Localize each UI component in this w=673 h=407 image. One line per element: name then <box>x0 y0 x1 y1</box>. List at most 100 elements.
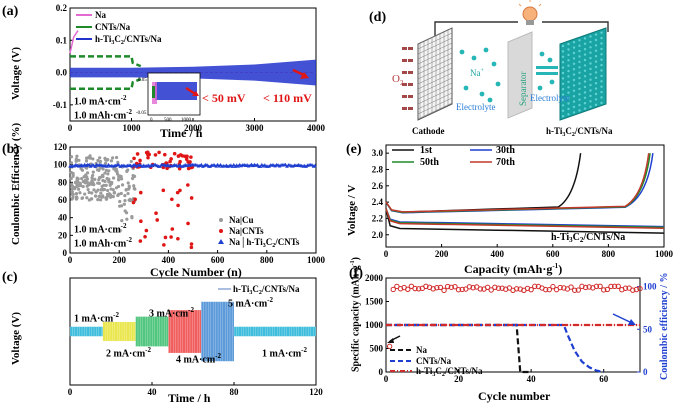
point-f-efficiency <box>571 287 578 293</box>
anode-particle <box>589 105 592 108</box>
point-b-cnts <box>138 158 142 163</box>
point-f-efficiency <box>557 284 563 291</box>
point-b-cnts <box>172 151 177 156</box>
point-b-nacu <box>69 161 74 165</box>
point-f-efficiency <box>484 284 491 290</box>
point-b-cnts <box>169 235 173 239</box>
point-b-nacu <box>123 198 127 203</box>
point-b-nacu <box>119 174 123 179</box>
point-f-efficiency <box>386 343 393 350</box>
anode-particle <box>561 98 565 102</box>
point-b-nacu <box>96 198 100 202</box>
legend-b-nacu: Na|Cu <box>229 215 254 225</box>
point-b-cnts <box>162 243 166 247</box>
chart-c-xtick-label: 80 <box>230 387 240 397</box>
series-e-discharge-3 <box>385 208 665 229</box>
point-b-nacu <box>110 180 114 185</box>
label-c-5ma: 5 mA·cm-2 <box>228 296 273 310</box>
chart-e-ytick-label: 2.4 <box>372 197 384 207</box>
point-f-efficiency <box>615 283 621 290</box>
point-f-efficiency <box>633 286 640 293</box>
point-b-cnts <box>161 188 166 193</box>
anode-particle <box>583 75 587 78</box>
anode-particle <box>589 83 592 87</box>
point-b-nacu <box>108 193 112 197</box>
legend-f-cnts: CNTs/Na <box>416 356 452 366</box>
panel-c-xlabel: Time / h <box>168 391 211 405</box>
point-b-nacu <box>98 156 102 160</box>
point-b-cnts <box>176 203 180 208</box>
segment-c-3 <box>168 310 202 353</box>
point-b-hti <box>116 162 121 167</box>
cathode-mesh-line <box>417 62 453 80</box>
point-f-efficiency <box>390 286 396 293</box>
inset-ytick-bottom: -0.05 <box>136 111 147 116</box>
point-b-nacu <box>116 177 121 182</box>
anode-particle <box>600 85 603 88</box>
legend-a-cnts: CNTs/Na <box>95 22 131 32</box>
point-b-cnts <box>163 235 168 240</box>
point-f-efficiency <box>532 283 538 290</box>
anode-particle <box>583 91 587 94</box>
anode-particle <box>600 90 603 94</box>
chart-a-legend: Na CNTs/Na h-Ti3C2/CNTs/Na <box>76 10 162 46</box>
point-f-efficiency <box>561 285 567 291</box>
series-a-hti <box>70 59 316 86</box>
point-b-nacu <box>98 198 103 202</box>
anode-particle <box>578 55 581 58</box>
chart-f-ytick-label: 2000 <box>365 273 384 283</box>
point-f-efficiency <box>492 284 498 290</box>
chart-a: 0 1000 2000 3000 4000-0.10.00.10.2 Na CNTs/N… <box>53 3 326 133</box>
point-b-nacu <box>125 169 129 173</box>
point-b-nacu <box>90 176 94 180</box>
cathode-mesh-line <box>417 37 453 55</box>
point-f-efficiency <box>466 284 473 290</box>
point-b-nacu <box>91 170 95 174</box>
na-ion <box>491 61 497 67</box>
chart-c-xtick-label: 120 <box>309 387 323 397</box>
annotation-110mv: < 110 mV <box>263 91 312 105</box>
chart-b: 0 200 400 600 800 1000 0 20 40 60 80 100 120 Na|Cu N… <box>54 142 326 265</box>
anode-particle <box>594 44 598 47</box>
point-b-nacu <box>99 175 103 179</box>
anode-particle <box>561 55 565 58</box>
point-b-cnts <box>186 183 190 187</box>
chart-a-ytick-label: 0.2 <box>56 3 68 13</box>
point-b-nacu <box>78 191 82 195</box>
anode-particle <box>583 58 587 62</box>
cathode-mesh-line <box>417 97 453 115</box>
point-f-efficiency <box>444 283 451 290</box>
segment-c-2 <box>135 316 169 347</box>
point-b-nacu <box>100 184 104 188</box>
point-b-nacu <box>91 181 95 185</box>
anode-particle <box>583 96 587 100</box>
series-f-1 <box>386 323 604 374</box>
label-c-2ma: 2 mA·cm-2 <box>106 346 151 360</box>
point-b-cnts <box>178 159 182 164</box>
point-f-efficiency <box>513 286 520 292</box>
point-b-nacu <box>70 187 74 191</box>
anode-particle <box>594 98 598 101</box>
panel-label-b: (b) <box>2 142 20 157</box>
na-ion <box>487 97 493 103</box>
point-b-cnts <box>135 152 140 156</box>
anode-particle <box>561 66 565 69</box>
segment-c-5 <box>234 326 316 337</box>
point-b-nacu <box>115 172 120 176</box>
point-f-efficiency <box>601 287 607 293</box>
inset-xtick-2: 1000 <box>181 118 192 123</box>
point-b-cnts <box>186 166 191 171</box>
anode-particle <box>561 77 565 80</box>
chart-e-ytick-label: 2.2 <box>372 213 384 223</box>
point-f-efficiency <box>622 285 629 291</box>
anode-particle <box>578 93 581 96</box>
point-b-nacu <box>97 194 102 198</box>
point-b-cnts <box>176 236 180 241</box>
anode-particle <box>578 60 581 64</box>
anode-particle <box>567 42 570 46</box>
point-b-nacu <box>127 198 131 202</box>
anode-particle <box>561 88 565 91</box>
point-f-efficiency <box>405 286 411 293</box>
separator-label: Separator <box>518 72 528 106</box>
chart-f-xtick-label: 0 <box>384 374 389 384</box>
